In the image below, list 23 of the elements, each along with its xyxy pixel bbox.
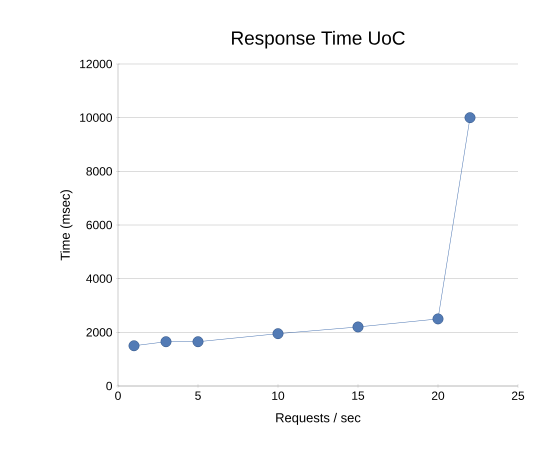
point [192, 336, 204, 348]
y-tick-label: 6000 [86, 220, 112, 230]
y-tick-label: 0 [106, 382, 112, 390]
y-tick-label: 8000 [86, 167, 112, 176]
y-tick-label: 10000 [80, 113, 112, 122]
point [352, 322, 364, 332]
chart-title: Response Time UoC [232, 30, 405, 48]
point [432, 314, 444, 324]
y-axis-title: Time (msec) [60, 190, 72, 260]
x-tick-label: 15 [352, 392, 364, 400]
x-tick-label: 0 [115, 392, 121, 400]
point [272, 328, 284, 340]
x-tick-label: 20 [432, 392, 444, 400]
y-tick-label: 2000 [86, 328, 112, 337]
point [160, 336, 172, 348]
x-axis-title: Requests / sec [276, 412, 360, 425]
y-tick-label: 12000 [80, 60, 112, 68]
point [464, 112, 476, 124]
x-tick-label: 10 [272, 392, 284, 400]
point [128, 340, 140, 352]
y-tick-label: 4000 [86, 274, 112, 283]
x-tick-label: 25 [512, 392, 524, 400]
x-tick-label: 5 [195, 392, 201, 400]
